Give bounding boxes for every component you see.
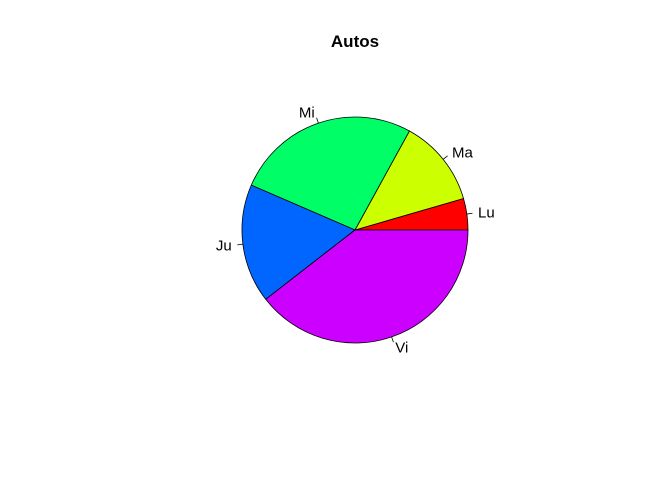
pie-leader-lu	[466, 212, 473, 215]
pie-leader-ju	[237, 243, 243, 246]
chart-title: Autos	[331, 32, 379, 51]
pie-leader-ma	[442, 155, 448, 160]
pie-labels: Lu Ma Mi Ju Vi	[216, 104, 495, 356]
pie-label-vi: Vi	[395, 340, 408, 357]
pie-leader-mi	[316, 117, 319, 124]
pie-label-mi: Mi	[299, 104, 315, 121]
pie-slices	[241, 116, 469, 344]
pie-slice-ma	[354, 130, 465, 231]
pie-label-ma: Ma	[452, 144, 473, 161]
pie-label-lu: Lu	[478, 204, 495, 221]
pie-leader-vi	[391, 336, 394, 343]
pie-label-ju: Ju	[216, 238, 232, 255]
